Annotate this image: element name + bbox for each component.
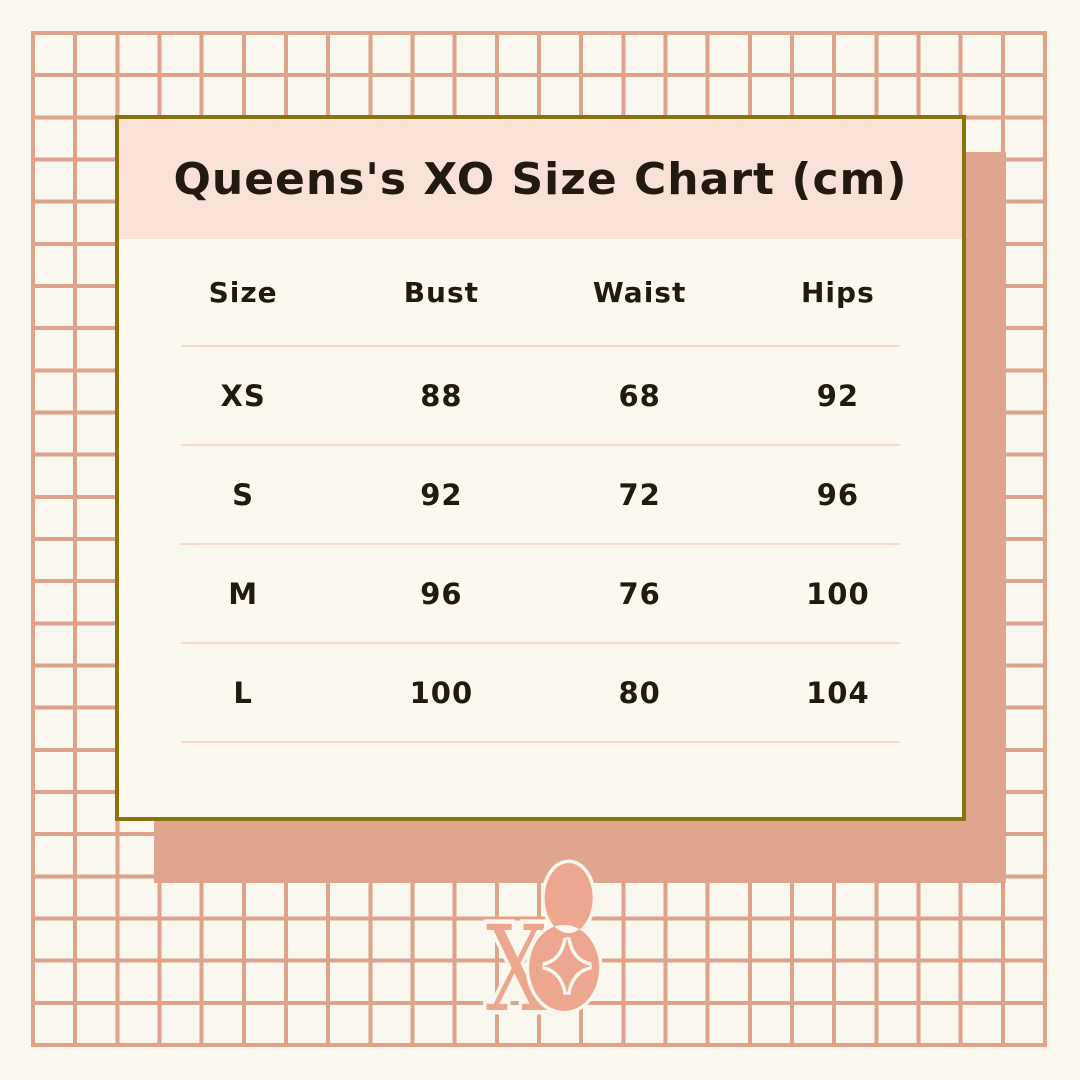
four-point-star-icon <box>542 937 592 995</box>
column-header-bust: Bust <box>403 275 480 309</box>
size-table: Size Bust Waist Hips XS 88 68 92 S 92 72… <box>119 239 962 743</box>
cell-waist: 76 <box>618 576 661 611</box>
cell-waist: 72 <box>618 477 661 512</box>
table-row: M 96 76 100 <box>119 545 962 642</box>
cell-bust: 92 <box>420 477 463 512</box>
cell-hips: 100 <box>806 576 870 611</box>
size-chart-card: Queens's XO Size Chart (cm) Size Bust Wa… <box>115 115 966 821</box>
page-title: Queens's XO Size Chart (cm) <box>173 153 908 205</box>
cell-waist: 80 <box>618 675 661 710</box>
cell-waist: 68 <box>618 378 661 413</box>
cell-bust: 88 <box>420 378 463 413</box>
row-divider <box>181 741 900 743</box>
table-row: L 100 80 104 <box>119 644 962 741</box>
cell-hips: 92 <box>816 378 860 413</box>
row-divider <box>181 345 900 347</box>
row-divider <box>181 543 900 545</box>
row-divider <box>181 642 900 644</box>
column-header-waist: Waist <box>592 275 687 309</box>
cell-hips: 104 <box>806 675 870 710</box>
cell-size: L <box>233 675 253 710</box>
cell-size: S <box>232 477 255 512</box>
brand-logo: X <box>482 859 608 1042</box>
table-row: XS 88 68 92 <box>119 347 962 444</box>
cell-hips: 96 <box>816 477 860 512</box>
card-header: Queens's XO Size Chart (cm) <box>119 119 962 239</box>
table-row: S 92 72 96 <box>119 446 962 543</box>
logo-letter-o <box>525 859 603 1015</box>
cell-size: XS <box>220 378 266 413</box>
table-header-row: Size Bust Waist Hips <box>119 239 962 345</box>
cell-size: M <box>228 576 259 611</box>
xo-monogram: X <box>482 859 603 1042</box>
row-divider <box>181 444 900 446</box>
cell-bust: 100 <box>409 675 474 710</box>
column-header-hips: Hips <box>801 275 875 309</box>
cell-bust: 96 <box>420 576 463 611</box>
column-header-size: Size <box>208 275 278 309</box>
